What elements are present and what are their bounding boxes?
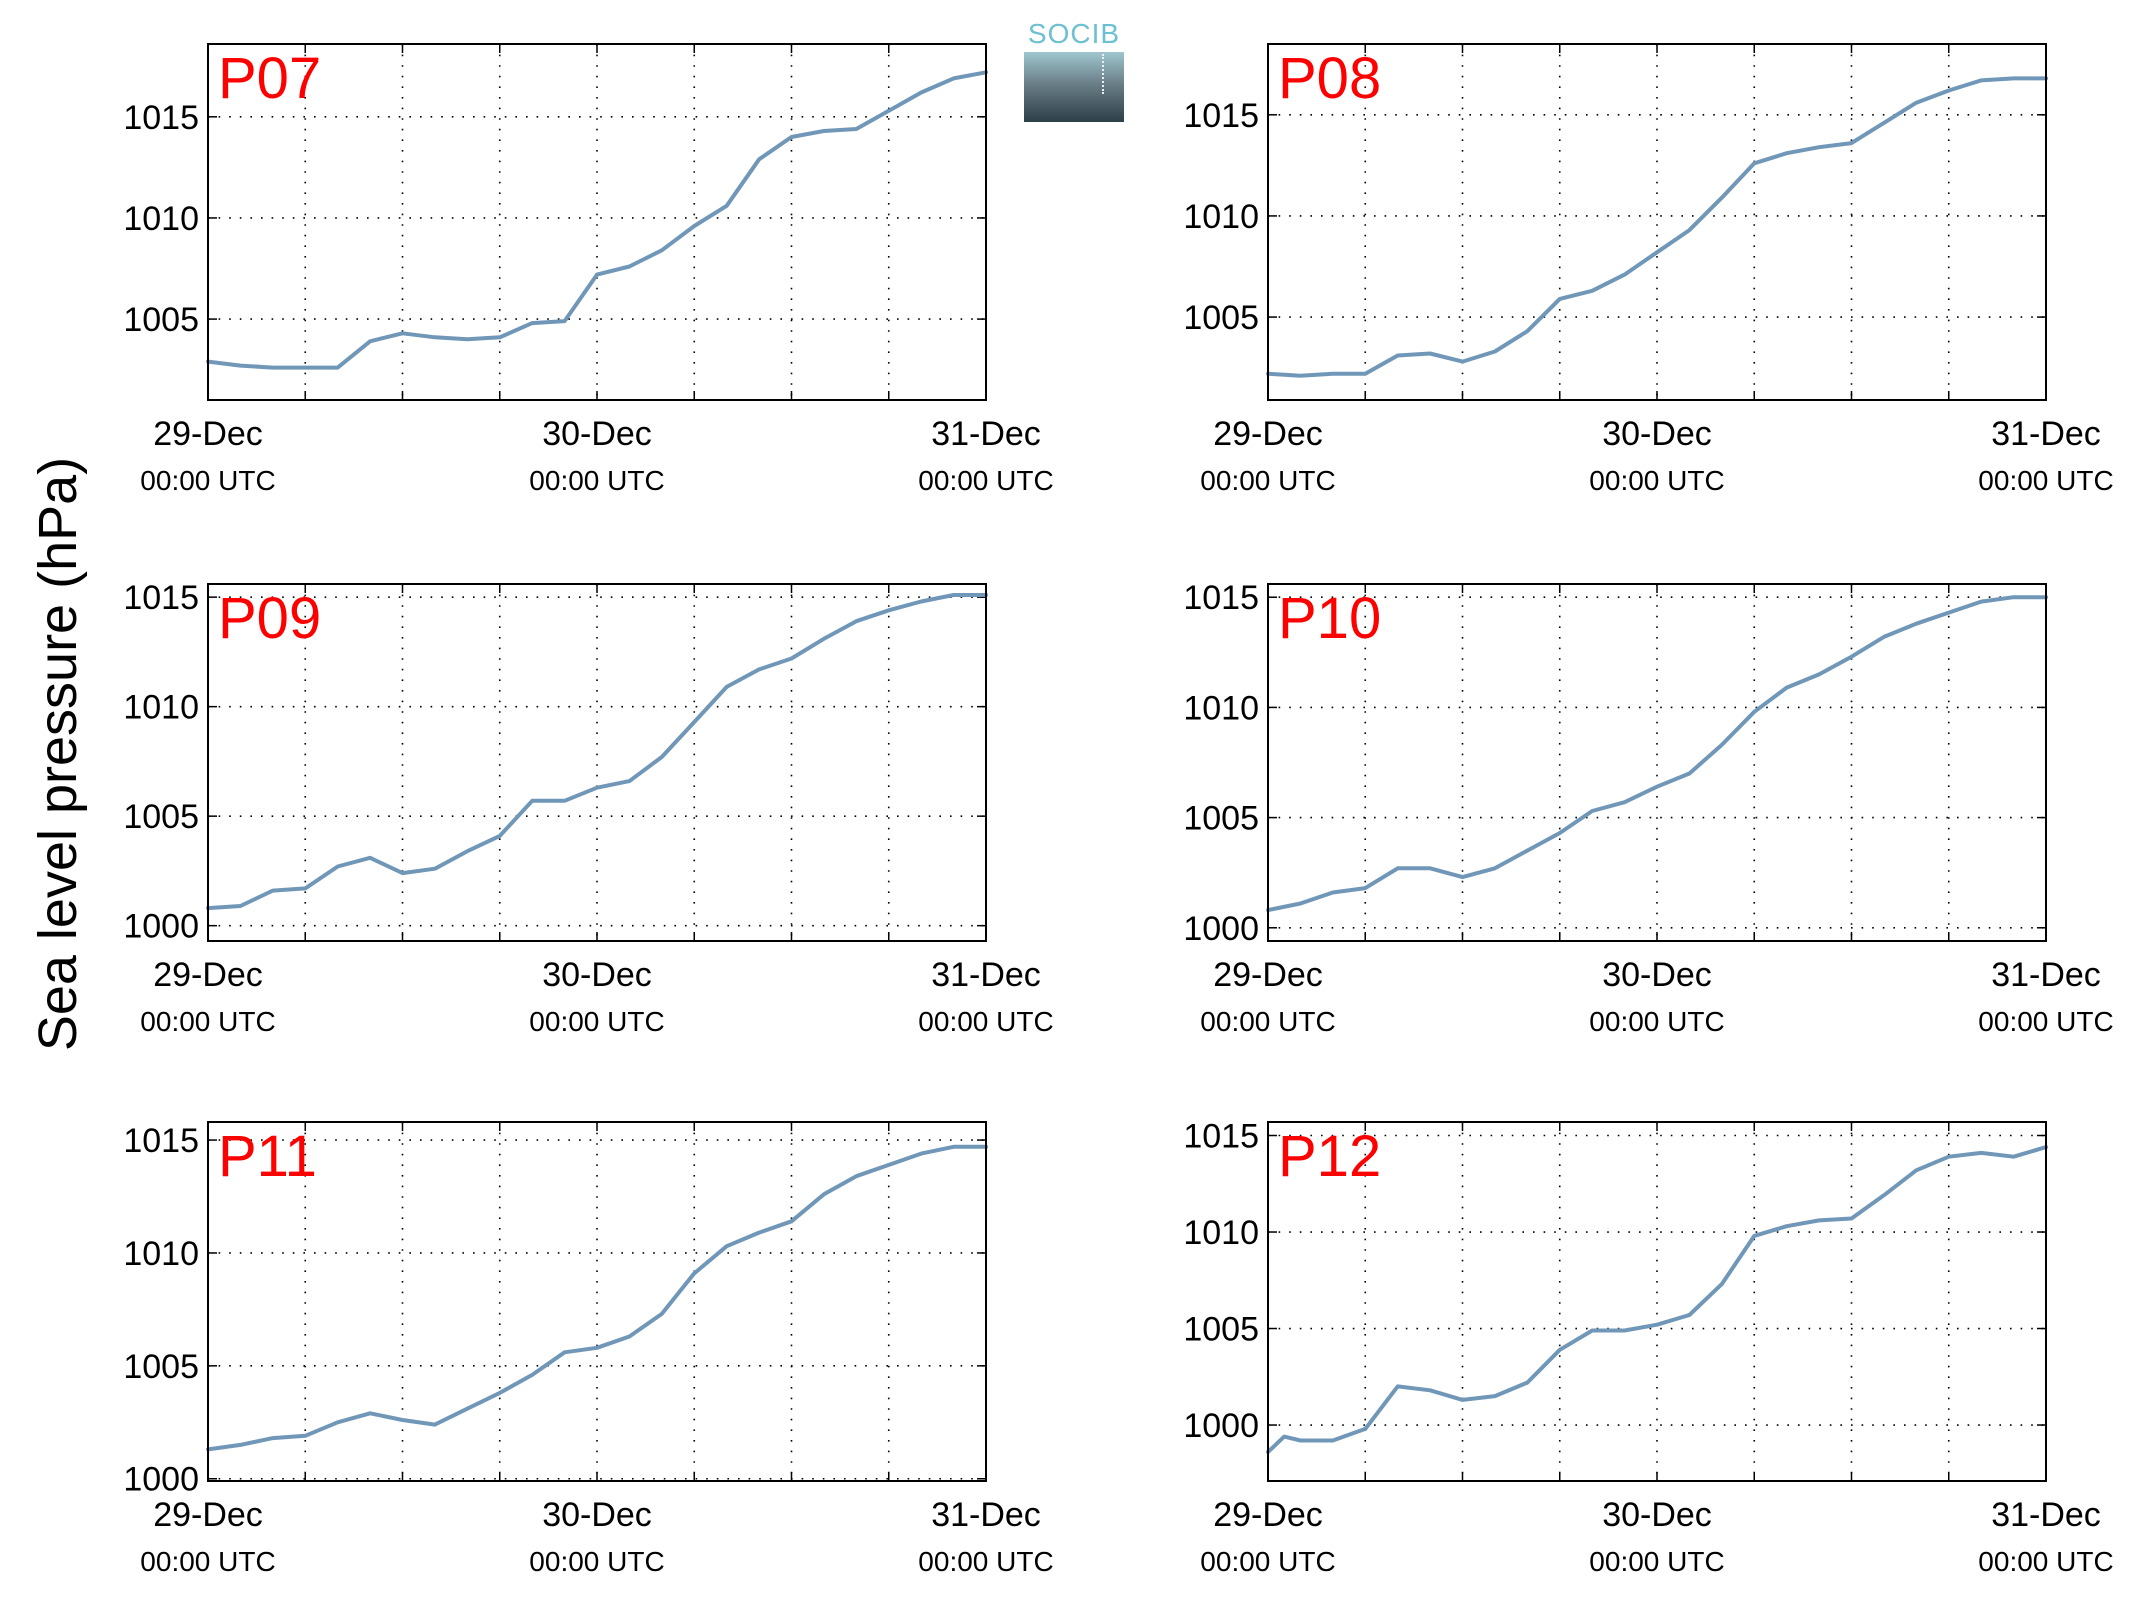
- x-tick-label-date: 29-Dec: [1213, 415, 1323, 453]
- x-tick-label-date: 31-Dec: [1991, 956, 2101, 994]
- y-tick-label: 1005: [1183, 299, 1259, 337]
- pressure-series-line: [206, 593, 988, 911]
- panel-label: P11: [218, 1124, 317, 1189]
- panel-label: P09: [218, 586, 321, 651]
- x-tick-label-date: 31-Dec: [1991, 1496, 2101, 1534]
- plot-frame: [207, 1121, 987, 1482]
- y-tick-label: 1005: [1183, 1311, 1259, 1349]
- x-tick-label-date: 30-Dec: [542, 1496, 652, 1534]
- panel-p11: 1000 1005 1010 1015 29-Dec 00:00 UTC 30-Dec 00:…: [123, 1121, 1054, 1577]
- x-tick-label-time: 00:00 UTC: [918, 1006, 1053, 1037]
- y-tick-label: 1005: [123, 1348, 199, 1386]
- y-tick-label: 1015: [1183, 579, 1259, 617]
- x-tick-label-time: 00:00 UTC: [140, 465, 275, 496]
- x-tick-label-time: 00:00 UTC: [1589, 1006, 1724, 1037]
- plot-frame: [1267, 583, 2047, 942]
- plot-frame: [1267, 1121, 2047, 1482]
- x-tick-label-date: 31-Dec: [931, 956, 1041, 994]
- panel-label: P12: [1278, 1124, 1381, 1189]
- panel-p12: 1000 1005 1010 1015 29-Dec 00:00 UTC 30-Dec 00:…: [1183, 1118, 2113, 1577]
- x-tick-label-time: 00:00 UTC: [1200, 1006, 1335, 1037]
- pressure-series-line: [1266, 1145, 2048, 1454]
- x-tick-label-date: 31-Dec: [1991, 415, 2101, 453]
- x-tick-label-date: 30-Dec: [542, 956, 652, 994]
- logo-graphic: [1024, 52, 1124, 122]
- x-tick-label-date: 29-Dec: [153, 956, 263, 994]
- y-tick-label: 1010: [1183, 198, 1259, 236]
- x-tick-label-time: 00:00 UTC: [918, 1546, 1053, 1577]
- panel-p10: 1000 1005 1010 1015 29-Dec 00:00 UTC 30-Dec 00:…: [1183, 579, 2113, 1037]
- x-tick-label-date: 30-Dec: [1602, 956, 1712, 994]
- y-tick-label: 1015: [123, 579, 199, 617]
- logo-dots: [1102, 54, 1104, 94]
- panel-label: P08: [1278, 46, 1381, 111]
- x-tick-label-time: 00:00 UTC: [918, 465, 1053, 496]
- x-tick-label-time: 00:00 UTC: [140, 1006, 275, 1037]
- x-tick-label-time: 00:00 UTC: [140, 1546, 275, 1577]
- x-tick-label-date: 30-Dec: [1602, 415, 1712, 453]
- x-tick-label-time: 00:00 UTC: [1978, 465, 2113, 496]
- plot-frame: [1267, 43, 2047, 401]
- x-tick-label-date: 30-Dec: [1602, 1496, 1712, 1534]
- y-tick-label: 1010: [1183, 689, 1259, 727]
- pressure-series-line: [1266, 76, 2048, 378]
- y-tick-label: 1015: [1183, 97, 1259, 135]
- panel-label: P07: [218, 46, 321, 111]
- x-tick-label-time: 00:00 UTC: [1200, 1546, 1335, 1577]
- y-tick-label: 1000: [123, 908, 199, 946]
- y-tick-label: 1005: [123, 301, 199, 339]
- pressure-series-line: [206, 1144, 988, 1452]
- pressure-series-line: [1266, 595, 2048, 913]
- x-tick-label-date: 30-Dec: [542, 415, 652, 453]
- x-tick-label-date: 31-Dec: [931, 1496, 1041, 1534]
- y-tick-label: 1005: [123, 798, 199, 836]
- socib-logo: SOCIB: [1024, 18, 1124, 122]
- y-tick-label: 1010: [1183, 1214, 1259, 1252]
- x-tick-label-date: 29-Dec: [1213, 956, 1323, 994]
- plot-frame: [207, 583, 987, 942]
- y-tick-label: 1000: [1183, 1407, 1259, 1445]
- y-tick-label: 1000: [1183, 910, 1259, 948]
- x-tick-label-time: 00:00 UTC: [1589, 1546, 1724, 1577]
- x-tick-label-time: 00:00 UTC: [1200, 465, 1335, 496]
- y-tick-label: 1010: [123, 200, 199, 238]
- panel-label: P10: [1278, 586, 1381, 651]
- panel-p08: 1005 1010 1015 29-Dec 00:00 UTC 30-Dec 00:00 U…: [1183, 43, 2114, 496]
- panel-p09: 1000 1005 1010 1015 29-Dec 00:00 UTC 30-Dec 00:…: [123, 579, 1053, 1037]
- plot-frame: [207, 43, 987, 401]
- x-tick-label-date: 31-Dec: [931, 415, 1041, 453]
- y-tick-label: 1015: [123, 99, 199, 137]
- x-tick-label-time: 00:00 UTC: [529, 1006, 664, 1037]
- x-tick-label-time: 00:00 UTC: [1978, 1006, 2113, 1037]
- x-tick-label-date: 29-Dec: [153, 415, 263, 453]
- y-tick-label: 1015: [1183, 1118, 1259, 1156]
- y-tick-label: 1015: [123, 1122, 199, 1160]
- x-tick-label-time: 00:00 UTC: [529, 1546, 664, 1577]
- x-tick-label-date: 29-Dec: [1213, 1496, 1323, 1534]
- y-tick-label: 1005: [1183, 800, 1259, 838]
- x-tick-label-time: 00:00 UTC: [1589, 465, 1724, 496]
- x-tick-label-time: 00:00 UTC: [1978, 1546, 2113, 1577]
- panel-p07: 1005 1010 1015 29-Dec 00:00 UTC 30-Dec 00:00 U…: [123, 43, 1054, 496]
- y-tick-label: 1010: [123, 689, 199, 727]
- x-tick-label-time: 00:00 UTC: [529, 465, 664, 496]
- logo-text: SOCIB: [1027, 18, 1121, 49]
- x-tick-label-date: 29-Dec: [153, 1496, 263, 1534]
- y-tick-label: 1010: [123, 1235, 199, 1273]
- pressure-series-line: [206, 70, 988, 370]
- y-tick-label: 1000: [123, 1461, 199, 1499]
